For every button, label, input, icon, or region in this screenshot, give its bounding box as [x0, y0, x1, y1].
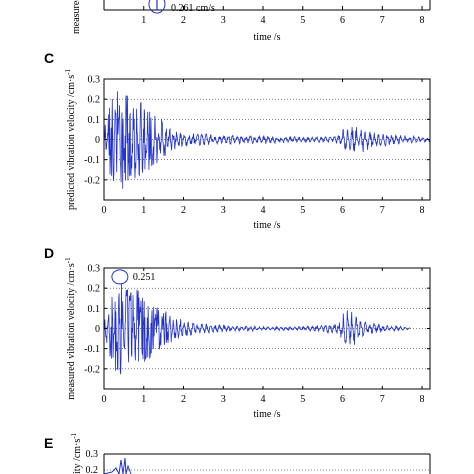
- panel-c-ylabel: predicted vibration velocity /cm·s-1: [64, 68, 77, 210]
- panel-c-xtick-label: 8: [420, 205, 425, 216]
- panel-c-xtick-label: 5: [300, 205, 305, 216]
- top-panel-fragment: measured 0.261 cm/s 1 2 3 4 5 6 7 8 time /s: [71, 0, 431, 43]
- panel-d-series-line: [103, 283, 411, 375]
- panel-c-ytick-label: 0.1: [88, 115, 101, 126]
- panel-d-ylabel: measured vibration velocity /cm·s-1: [64, 257, 77, 400]
- panel-d-ytick-label: 0: [95, 324, 100, 335]
- top-x-ticks: 1 2 3 4 5 6 7 8: [141, 6, 425, 26]
- panel-d-ytick-label: -0.1: [84, 344, 100, 355]
- top-xtick-label: 1: [141, 15, 146, 26]
- panel-c-ytick-label: 0: [95, 135, 100, 146]
- panel-e-ytick-0.3: 0.3: [86, 449, 99, 460]
- chart-panel-c: -0.2 -0.1 0 0.1 0.2 0.3 0 1 2 3 4 5 6 7 8 time /s predic…: [64, 68, 431, 231]
- panel-e-ytick-0.2: 0.2: [86, 465, 99, 474]
- panel-e-ylabel-fragment: ity /cm·s-1: [70, 432, 83, 474]
- panel-label-d: D: [44, 245, 54, 261]
- panel-d-xtick-label: 4: [261, 394, 266, 405]
- panel-c-xtick-label: 0: [102, 205, 107, 216]
- panel-c-ytick-label: 0.2: [88, 95, 101, 106]
- panel-d-xtick-label: 7: [380, 394, 385, 405]
- panel-c-series-line: [103, 91, 430, 189]
- panel-c-xtick-label: 7: [380, 205, 385, 216]
- panel-e-fragment: ity /cm·s-1 0.3 0.2: [70, 432, 431, 474]
- panel-c-ytick-label: -0.1: [84, 155, 100, 166]
- panel-d-xtick-label: 0: [102, 394, 107, 405]
- panel-c-ytick-label: -0.2: [84, 175, 100, 186]
- top-annotation-label: 0.261 cm/s: [171, 3, 215, 14]
- top-xtick-label: 4: [261, 15, 266, 26]
- panel-d-xtick-label: 5: [300, 394, 305, 405]
- panel-label-e: E: [44, 435, 53, 451]
- panel-c-xtick-label: 4: [261, 205, 266, 216]
- chart-panel-d: -0.2 -0.1 0 0.1 0.2 0.3 0 1 2 3 4 5 6 7 8 time /s measur…: [64, 257, 431, 420]
- panel-c-xtick-label: 6: [340, 205, 345, 216]
- panel-e-signal: [103, 457, 132, 474]
- panel-c-xlabel: time /s: [254, 220, 281, 231]
- top-xtick-label: 6: [340, 15, 345, 26]
- panel-c-xtick-label: 3: [221, 205, 226, 216]
- panel-d-peak-circle: [111, 269, 129, 285]
- top-xlabel: time /s: [254, 32, 281, 43]
- panel-label-c: C: [44, 50, 54, 66]
- panel-d-peak-label: 0.251: [133, 272, 156, 283]
- top-annotation-circle: [148, 0, 166, 14]
- top-xtick-label: 7: [380, 15, 385, 26]
- panel-c-ytick-label: 0.3: [88, 75, 101, 86]
- panel-d-xtick-label: 2: [181, 394, 186, 405]
- panel-d-xlabel: time /s: [254, 409, 281, 420]
- panel-d-ytick-label: 0.2: [88, 284, 101, 295]
- top-xtick-label: 2: [181, 15, 186, 26]
- panel-d-xtick-label: 8: [420, 394, 425, 405]
- panel-c-xtick-label: 1: [141, 205, 146, 216]
- top-xtick-label: 8: [420, 15, 425, 26]
- panel-d-xtick-label: 3: [221, 394, 226, 405]
- panel-d-ytick-label: 0.1: [88, 304, 101, 315]
- panel-d-xtick-label: 1: [141, 394, 146, 405]
- panel-d-ytick-label: -0.2: [84, 364, 100, 375]
- top-ylabel-fragment: measured: [71, 0, 82, 34]
- panel-d-xtick-label: 6: [340, 394, 345, 405]
- top-xtick-label: 3: [221, 15, 226, 26]
- panel-d-ytick-label: 0.3: [88, 264, 101, 275]
- panel-c-xtick-label: 2: [181, 205, 186, 216]
- top-xtick-label: 5: [300, 15, 305, 26]
